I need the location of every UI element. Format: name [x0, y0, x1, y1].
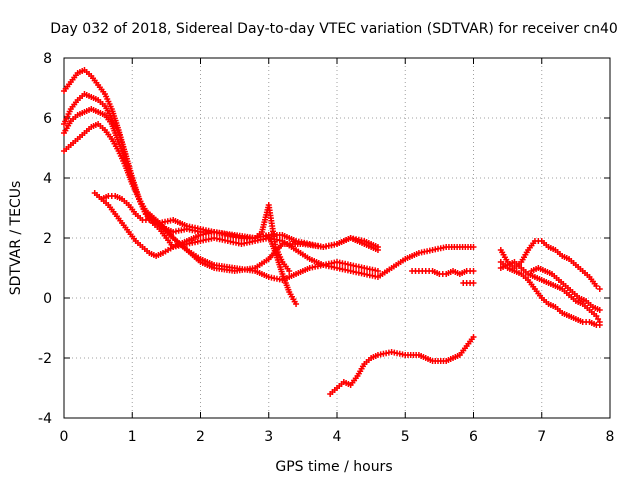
y-tick-label: 4: [43, 171, 52, 187]
x-tick-label: 8: [606, 429, 615, 445]
data-point: [596, 307, 603, 313]
grid-lines: [64, 58, 610, 418]
series-track-7: [327, 334, 477, 397]
x-tick-label: 4: [333, 429, 342, 445]
y-tick-label: -2: [38, 351, 52, 367]
data-point: [286, 268, 293, 274]
data-point: [374, 244, 381, 250]
x-tick-label: 2: [196, 429, 205, 445]
series-track-8: [409, 268, 477, 277]
y-tick-label: 2: [43, 231, 52, 247]
series-track-13: [528, 265, 603, 313]
series-track-4: [61, 121, 381, 283]
series-track-11: [497, 259, 603, 325]
y-tick-label: -4: [38, 411, 52, 427]
series-track-3: [61, 106, 477, 280]
chart-title: Day 032 of 2018, Sidereal Day-to-day VTE…: [50, 21, 618, 37]
x-tick-label: 3: [264, 429, 273, 445]
data-point: [593, 283, 600, 289]
x-axis-label: GPS time / hours: [275, 459, 392, 475]
x-tick-label: 0: [60, 429, 69, 445]
series-track-1: [61, 67, 381, 253]
series-track-12: [497, 259, 603, 328]
data-point: [596, 286, 603, 292]
series-track-9: [460, 280, 477, 286]
data-point: [470, 244, 477, 250]
data-point: [596, 322, 603, 328]
x-tick-label: 6: [469, 429, 478, 445]
data-point: [374, 268, 381, 274]
data-point: [293, 301, 300, 307]
y-axis-label: SDTVAR / TECUs: [8, 181, 24, 296]
axis-tick-labels: 0 1 2 3 4 5 6 7 8 -4 -2 0 2 4 6 8: [38, 51, 614, 445]
data-points: [61, 67, 603, 397]
y-tick-label: 0: [43, 291, 52, 307]
series-track-6: [98, 193, 293, 274]
x-tick-label: 1: [128, 429, 137, 445]
data-point: [470, 334, 477, 340]
y-tick-label: 6: [43, 111, 52, 127]
x-tick-label: 5: [401, 429, 410, 445]
data-point: [470, 268, 477, 274]
y-tick-label: 8: [43, 51, 52, 67]
x-tick-label: 7: [537, 429, 546, 445]
axis-ticks: [63, 57, 611, 419]
data-point: [470, 280, 477, 286]
